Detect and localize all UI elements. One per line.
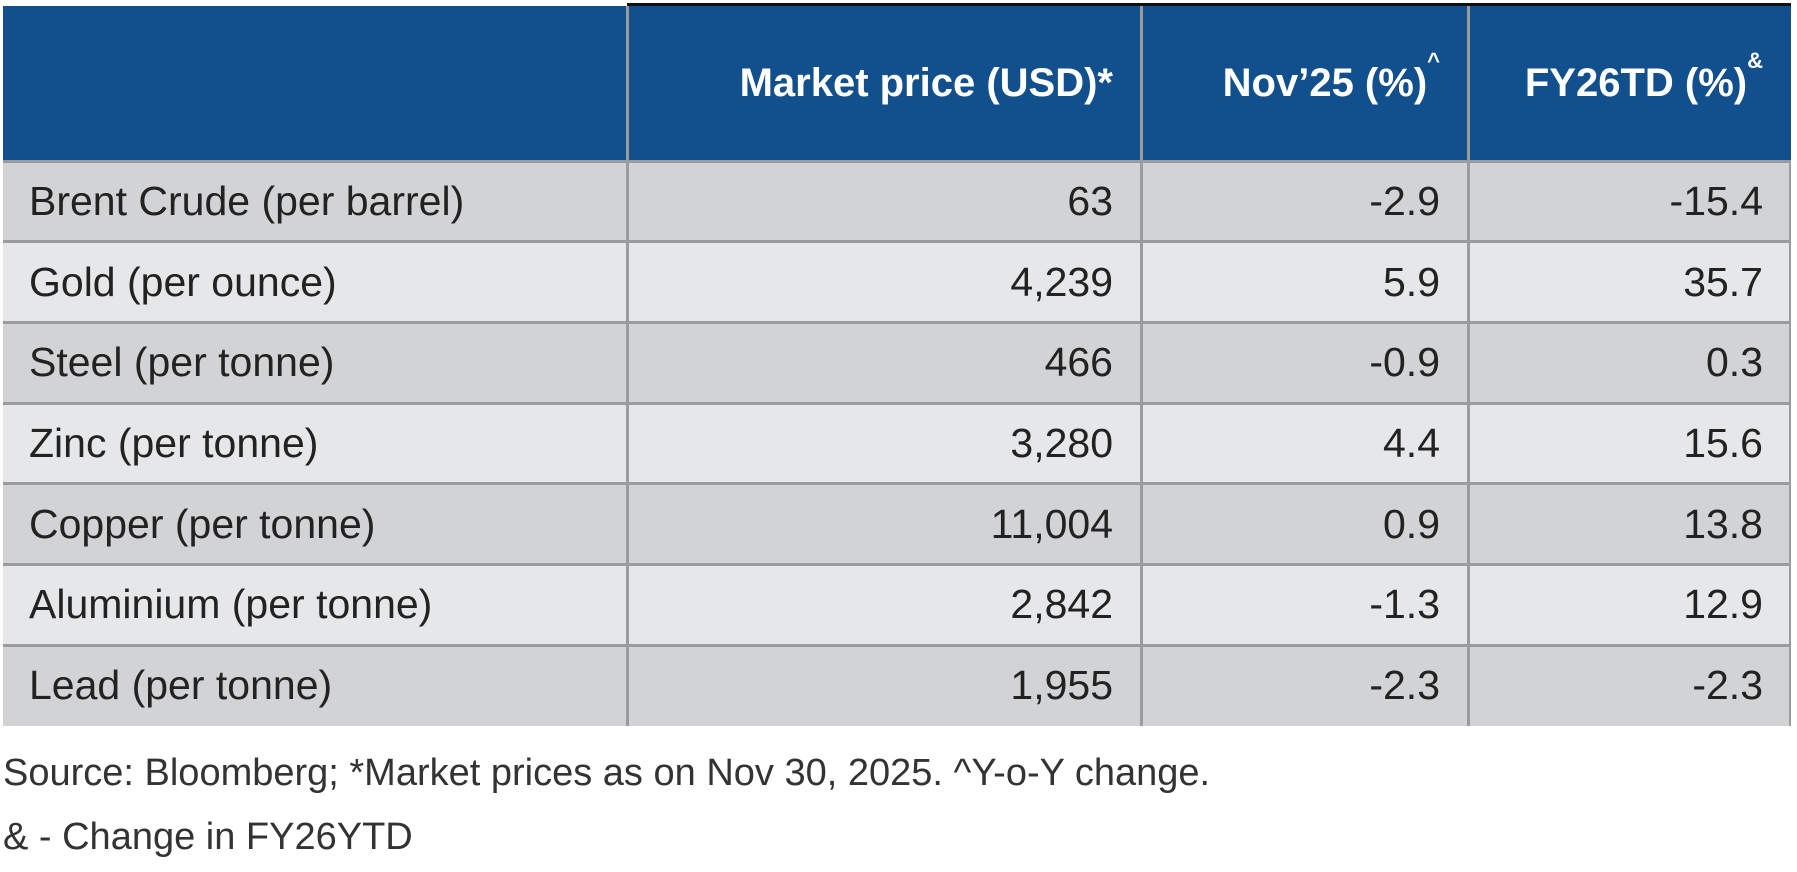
value-cell: 466 [627,322,1141,404]
value-cell: 4.4 [1141,403,1468,484]
value-cell: 0.3 [1468,322,1791,404]
header-text: Nov’25 (%) [1222,61,1428,105]
row-label: Aluminium (per tonne) [3,564,627,646]
value-cell: 2,842 [627,564,1141,646]
value-cell: 1,955 [627,645,1141,726]
value-cell: 3,280 [627,403,1141,484]
value-cell: -1.3 [1141,564,1468,646]
footnote: Source: Bloomberg; *Market prices as on … [3,752,1211,794]
value-cell: 5.9 [1141,241,1468,323]
header-top-line [627,3,1791,6]
value-cell: -2.9 [1141,161,1468,242]
value-cell: 11,004 [627,483,1141,565]
row-label: Gold (per ounce) [3,241,627,323]
value-cell: -15.4 [1468,161,1791,242]
header-cell: Market price (USD)* [627,6,1141,161]
row-label: Steel (per tonne) [3,322,627,404]
header-sup: ^ [1427,48,1440,73]
header-blank [3,6,627,161]
row-border [3,563,1791,566]
header-text: FY26TD (%) [1524,61,1748,105]
row-border [3,643,1791,647]
row-border [3,401,1791,405]
value-cell: -2.3 [1468,645,1791,726]
footnote: & - Change in FY26YTD [3,816,413,858]
row-border [3,320,1791,324]
row-label: Copper (per tonne) [3,483,627,565]
row-border [3,482,1791,486]
row-border [3,240,1791,244]
value-cell: -2.3 [1141,645,1468,726]
right-border [1789,161,1791,726]
value-cell: 63 [627,161,1141,242]
row-label: Brent Crude (per barrel) [3,161,627,242]
header-sup: & [1747,48,1763,73]
header-cell: FY26TD (%) & [1468,6,1791,161]
value-cell: 0.9 [1141,483,1468,565]
column-border [1139,6,1143,726]
value-cell: 4,239 [627,241,1141,323]
row-border [3,159,1791,163]
row-label: Lead (per tonne) [3,645,627,726]
value-cell: -0.9 [1141,322,1468,404]
column-border [1466,6,1470,726]
value-cell: 35.7 [1468,241,1791,323]
value-cell: 12.9 [1468,564,1791,646]
header-text: Market price (USD)* [739,61,1113,105]
column-border [625,6,629,726]
row-label: Zinc (per tonne) [3,403,627,484]
value-cell: 13.8 [1468,483,1791,565]
header-cell: Nov’25 (%) ^ [1141,6,1468,161]
value-cell: 15.6 [1468,403,1791,484]
